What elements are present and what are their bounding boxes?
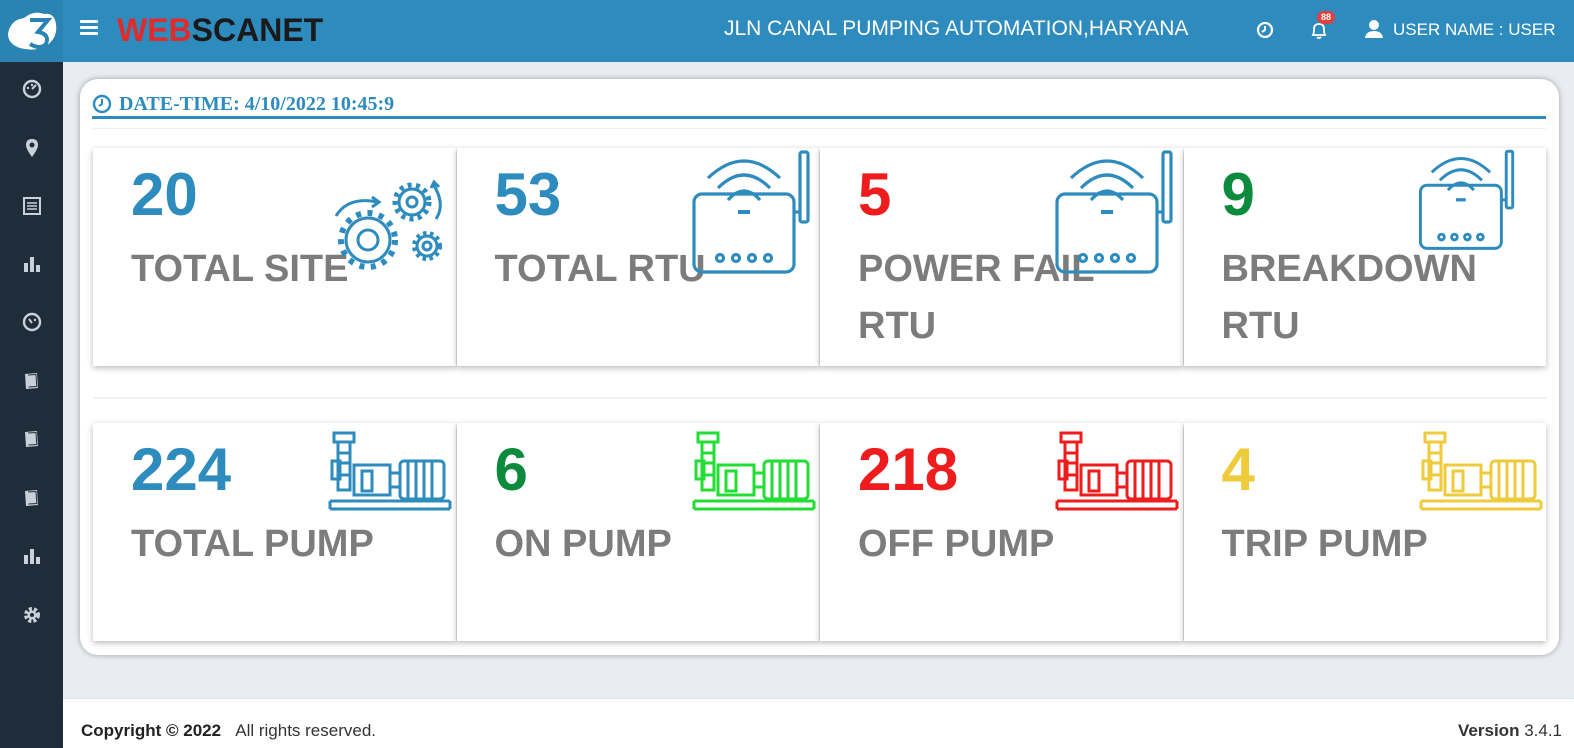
router-icon: [1418, 149, 1514, 250]
power-fail-rtu-tile[interactable]: 5 POWER FAIL RTU: [820, 148, 1183, 366]
tile-value: 20: [131, 161, 198, 228]
tile-label: ON PUMP: [494, 523, 672, 565]
datetime-header: DATE-TIME: 4/10/2022 10:45:9: [92, 91, 1546, 119]
app-title: JLN CANAL PUMPING AUTOMATION,HARYANA: [724, 17, 1189, 40]
tile-value: 9: [1221, 161, 1255, 228]
book-icon[interactable]: [21, 487, 43, 509]
datetime-label: DATE-TIME: 4/10/2022 10:45:9: [119, 93, 395, 115]
tile-value: 6: [494, 436, 528, 503]
tile-value: 5: [858, 161, 892, 228]
tile-label: TOTAL PUMP: [131, 523, 374, 565]
dashboard-icon[interactable]: [21, 78, 43, 100]
tile-label: POWER FAIL RTU: [858, 248, 1094, 347]
map-marker-icon[interactable]: [21, 137, 43, 159]
version-text: Version 3.4.1: [1458, 721, 1562, 741]
total-pump-tile[interactable]: 224 TOTAL PUMP: [93, 423, 456, 641]
tile-label: BREAKDOWN RTU: [1221, 248, 1477, 347]
bar-chart-icon[interactable]: [21, 545, 43, 567]
tile-value: 224: [131, 436, 232, 503]
off-pump-tile[interactable]: 218 OFF PUMP: [820, 423, 1183, 641]
list-icon[interactable]: [21, 195, 43, 217]
clock-icon[interactable]: [1253, 18, 1277, 42]
sidebar: [0, 62, 63, 748]
on-pump-tile[interactable]: 6 ON PUMP: [456, 423, 819, 641]
footer: Copyright © 2022 All rights reserved. Ve…: [63, 698, 1574, 748]
menu-toggle-button[interactable]: [80, 20, 98, 38]
copyright-rights: All rights reserved.: [235, 721, 377, 740]
copyright-text: Copyright © 2022 All rights reserved.: [81, 721, 376, 741]
book-icon[interactable]: [21, 428, 43, 450]
gears-icon: [334, 179, 442, 270]
version-label: Version: [1458, 721, 1520, 740]
clock-icon: [92, 94, 112, 114]
pump-icon: [328, 431, 452, 511]
trip-pump-tile[interactable]: 4 TRIP PUMP: [1183, 423, 1546, 641]
total-rtu-tile[interactable]: 53 TOTAL RTU: [456, 148, 819, 366]
user-name-label[interactable]: USER NAME : USER: [1393, 20, 1556, 39]
bar-chart-icon[interactable]: [21, 253, 43, 275]
total-site-tile[interactable]: 20 TOTAL SITE: [93, 148, 456, 366]
divider: [93, 128, 1546, 129]
breakdown-rtu-tile[interactable]: 9 BREAKDOWN RTU: [1183, 148, 1546, 366]
tile-label: TOTAL RTU: [494, 248, 706, 290]
tile-value: 53: [494, 161, 562, 228]
dashboard-card: DATE-TIME: 4/10/2022 10:45:9 20 TOTAL SI…: [80, 79, 1559, 655]
gauge-icon[interactable]: [21, 311, 43, 333]
pump-summary-row: 224 TOTAL PUMP 6 ON PUMP 218: [93, 423, 1546, 643]
brand-logo-box[interactable]: [0, 0, 63, 62]
bell-icon[interactable]: [1307, 18, 1331, 42]
version-number: 3.4.1: [1524, 721, 1562, 740]
tile-label: TOTAL SITE: [131, 248, 349, 290]
tile-value: 4: [1221, 436, 1255, 503]
pump-icon: [1419, 431, 1542, 511]
top-navbar: WEBSCANET JLN CANAL PUMPING AUTOMATION,H…: [0, 0, 1574, 62]
router-icon: [1055, 150, 1173, 274]
pump-icon: [1055, 431, 1179, 511]
divider: [93, 397, 1546, 399]
brand-logo-icon: [8, 12, 57, 50]
notification-badge: 88: [1317, 11, 1336, 24]
router-icon: [691, 150, 810, 274]
gear-icon[interactable]: [21, 604, 43, 626]
user-icon[interactable]: [1362, 17, 1386, 41]
tile-value: 218: [858, 436, 959, 503]
copyright-year: Copyright © 2022: [81, 721, 222, 740]
rtu-summary-row: 20 TOTAL SITE 53 TOTAL RTU: [93, 148, 1546, 368]
tile-label: TRIP PUMP: [1221, 523, 1428, 565]
webscanet-logo: WEBSCANET: [117, 12, 324, 48]
pump-icon: [692, 431, 815, 511]
book-icon[interactable]: [21, 370, 43, 392]
tile-label: OFF PUMP: [858, 523, 1055, 565]
